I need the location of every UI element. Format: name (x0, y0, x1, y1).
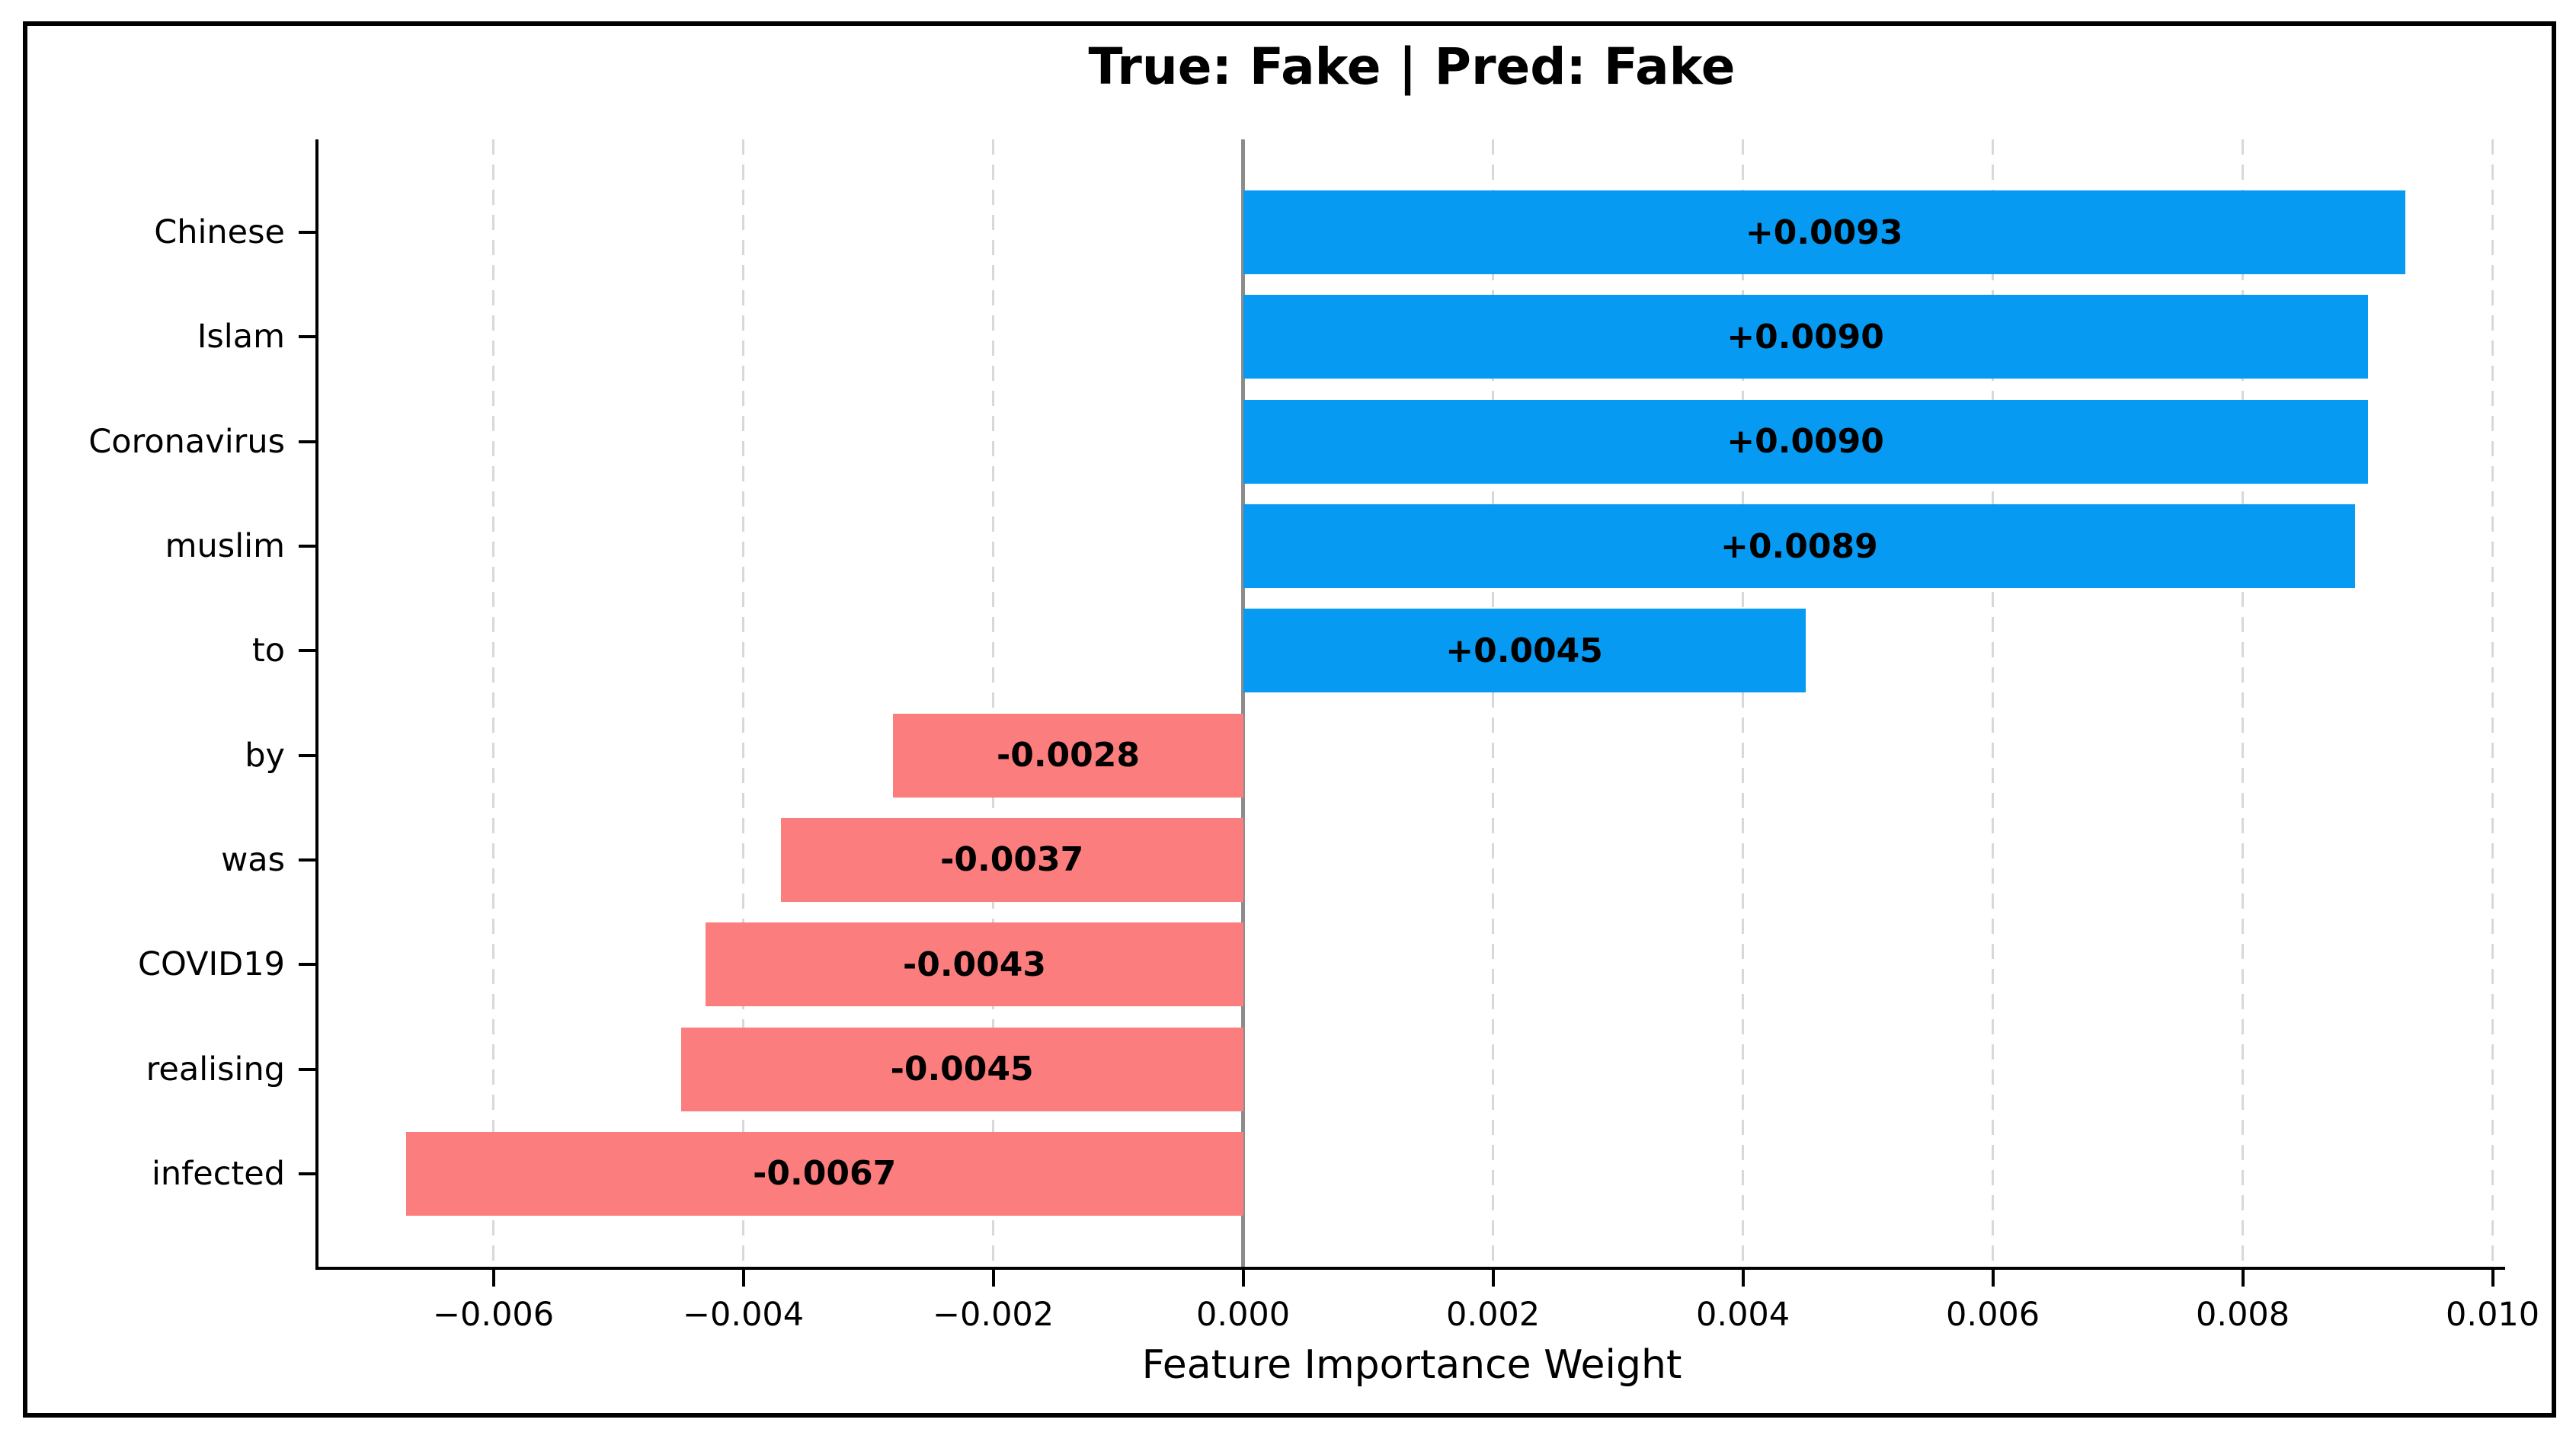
bar-value-label: +0.0093 (1745, 213, 1903, 252)
y-tick-label: by (245, 736, 285, 775)
x-tick-mark (1491, 1270, 1495, 1287)
bar: +0.0089 (1243, 504, 2356, 589)
x-tick-mark (741, 1270, 745, 1287)
bar: -0.0045 (680, 1027, 1243, 1111)
x-tick-mark (1741, 1270, 1745, 1287)
x-tick-mark (2491, 1270, 2494, 1287)
x-axis-label: Feature Importance Weight (1141, 1342, 1682, 1388)
bar: +0.0093 (1243, 190, 2405, 275)
bar: -0.0037 (780, 817, 1243, 902)
y-tick-mark (299, 649, 315, 653)
bar: -0.0067 (405, 1131, 1243, 1216)
y-tick-mark (299, 753, 315, 757)
gridline (1992, 139, 1995, 1267)
y-tick-label: to (251, 631, 285, 670)
x-tick-label: 0.002 (1446, 1296, 1541, 1334)
y-tick-mark (299, 440, 315, 443)
x-tick-label: 0.006 (1946, 1296, 2040, 1334)
bar-value-label: +0.0090 (1726, 422, 1884, 462)
y-tick-mark (299, 231, 315, 235)
x-tick-label: 0.004 (1696, 1296, 1790, 1334)
y-tick-label: realising (146, 1050, 285, 1089)
x-tick-mark (1991, 1270, 1995, 1287)
x-tick-label: 0.008 (2196, 1296, 2290, 1334)
x-tick-mark (2241, 1270, 2245, 1287)
x-tick-label: −0.006 (433, 1296, 555, 1334)
bar-value-label: -0.0037 (940, 840, 1084, 880)
y-tick-mark (299, 1172, 315, 1175)
bar-value-label: +0.0045 (1445, 631, 1603, 670)
gridline (742, 139, 745, 1267)
y-tick-label: Chinese (154, 213, 285, 252)
bar-value-label: -0.0028 (996, 736, 1141, 775)
x-tick-mark (991, 1270, 995, 1287)
chart-title: True: Fake | Pred: Fake (1088, 37, 1736, 96)
bar: -0.0043 (706, 922, 1243, 1007)
gridline (492, 139, 495, 1267)
x-tick-mark (1241, 1270, 1245, 1287)
gridline (2491, 139, 2494, 1267)
bar-value-label: -0.0045 (890, 1050, 1034, 1089)
gridline (2242, 139, 2245, 1267)
bar-value-label: +0.0089 (1720, 526, 1878, 566)
bar: -0.0028 (893, 713, 1243, 798)
x-tick-mark (491, 1270, 495, 1287)
x-tick-label: 0.000 (1196, 1296, 1291, 1334)
bar: +0.0045 (1243, 609, 1806, 693)
y-tick-mark (299, 335, 315, 339)
zero-line (1241, 139, 1246, 1267)
gridline (992, 139, 995, 1267)
y-tick-mark (299, 545, 315, 548)
gridline (1742, 139, 1745, 1267)
y-tick-label: Coronavirus (88, 422, 285, 461)
y-tick-mark (299, 963, 315, 967)
y-tick-label: infected (151, 1154, 285, 1193)
gridline (1492, 139, 1495, 1267)
y-tick-mark (299, 1067, 315, 1071)
bar: +0.0090 (1243, 295, 2368, 379)
y-tick-label: muslim (165, 527, 285, 566)
bar-value-label: +0.0090 (1726, 317, 1884, 356)
bar-value-label: -0.0067 (753, 1154, 897, 1194)
y-tick-label: was (221, 840, 285, 879)
x-tick-label: 0.010 (2446, 1296, 2540, 1334)
plot-area: −0.006 −0.004 −0.002 0.000 0.002 0.004 0.006 0.… (88, 139, 2539, 1334)
x-tick-label: −0.002 (933, 1296, 1054, 1334)
bar-value-label: -0.0043 (902, 945, 1047, 984)
bar: +0.0090 (1243, 399, 2368, 484)
y-tick-mark (299, 858, 315, 862)
y-tick-label: COVID19 (137, 945, 285, 984)
y-tick-label: Islam (197, 318, 285, 356)
x-tick-label: −0.004 (683, 1296, 805, 1334)
